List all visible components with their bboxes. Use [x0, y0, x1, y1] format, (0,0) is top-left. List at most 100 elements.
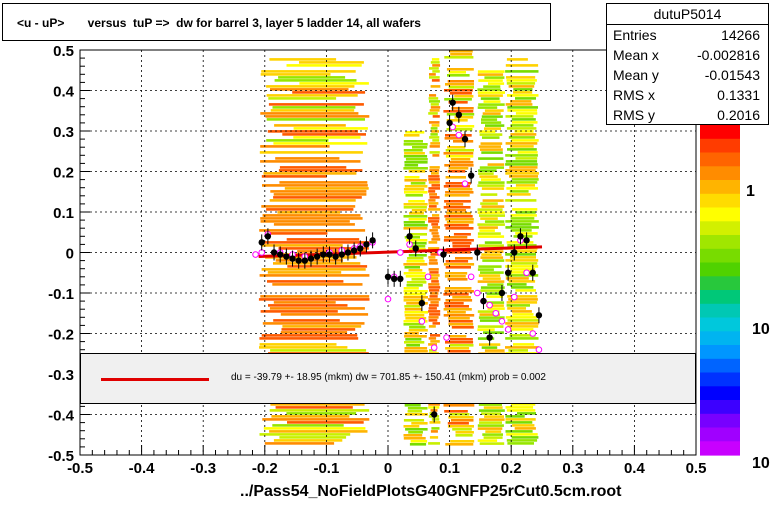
heat-stripe — [279, 436, 347, 439]
x-tick-label: -0.5 — [67, 460, 93, 477]
heat-stripe — [273, 142, 368, 145]
heat-stripe — [429, 271, 439, 274]
heat-stripe — [477, 439, 498, 442]
heat-stripe — [517, 151, 538, 154]
heat-stripe — [404, 341, 425, 344]
color-scale-step — [700, 180, 740, 195]
heat-stripe — [263, 427, 366, 430]
open-point — [467, 273, 475, 281]
mean-point — [264, 233, 272, 240]
heat-stripe — [429, 436, 439, 439]
heat-stripe — [449, 413, 470, 416]
heat-stripe — [428, 310, 441, 313]
heat-stripe — [477, 337, 495, 340]
color-scale-step — [700, 317, 740, 332]
mean-point — [449, 99, 456, 106]
heat-stripe — [507, 94, 539, 97]
heat-stripe — [477, 424, 504, 427]
heat-stripe — [404, 305, 421, 308]
heat-stripe — [449, 344, 474, 347]
heat-stripe — [505, 265, 539, 268]
heat-stripe — [429, 277, 439, 280]
x-tick-label: 0 — [384, 460, 392, 477]
heat-stripe — [449, 161, 474, 164]
mean-point — [338, 251, 345, 258]
open-point — [529, 330, 537, 337]
heat-stripe — [478, 316, 505, 319]
heat-stripe — [447, 425, 474, 428]
heat-stripe — [486, 304, 504, 307]
heat-stripe — [431, 172, 439, 175]
heat-stripe — [509, 166, 538, 169]
heat-stripe — [282, 133, 366, 136]
heat-stripe — [452, 296, 471, 299]
heat-stripe — [267, 130, 358, 133]
y-tick-label: -0.4 — [48, 408, 75, 425]
heat-stripe — [428, 319, 438, 322]
heat-stripe — [428, 286, 441, 289]
heat-stripe — [428, 175, 440, 178]
heat-stripe — [450, 419, 474, 422]
mean-point — [511, 249, 518, 256]
heat-stripe — [429, 193, 437, 196]
heat-stripe — [407, 257, 424, 260]
heat-stripe — [511, 436, 539, 439]
x-tick-label: 0.3 — [562, 460, 583, 477]
heat-stripe — [477, 211, 505, 214]
heat-stripe — [507, 106, 538, 109]
heat-stripe — [509, 190, 529, 193]
heat-stripe — [507, 148, 537, 151]
heat-stripe — [266, 85, 355, 88]
heat-stripe — [278, 76, 346, 79]
heat-stripe — [428, 208, 441, 211]
heat-stripe — [477, 268, 494, 271]
heat-stripe — [444, 302, 464, 305]
heat-stripe — [479, 133, 503, 136]
heat-stripe — [505, 64, 539, 67]
heat-stripe — [505, 154, 538, 157]
heat-stripe — [445, 266, 471, 269]
heat-stripe — [485, 124, 505, 127]
color-scale-label: 10 — [752, 455, 770, 472]
heat-stripe — [270, 403, 365, 406]
footer-filename: ../Pass54_NoFieldPlotsG40GNFP25rCut0.5cm… — [240, 483, 622, 500]
heat-stripe — [444, 410, 468, 413]
heat-stripe — [477, 280, 505, 283]
heat-stripe — [428, 199, 436, 202]
open-point — [510, 293, 518, 301]
heat-stripe — [480, 271, 504, 274]
heat-stripe — [484, 220, 505, 223]
heat-stripe — [404, 152, 425, 155]
stats-row: Entries 14266 — [607, 25, 768, 45]
heat-stripe — [429, 73, 436, 76]
heat-stripe — [488, 82, 505, 85]
heat-stripe — [505, 430, 533, 433]
heat-stripe — [428, 205, 437, 208]
heat-stripe — [284, 187, 369, 190]
mean-point — [504, 269, 512, 276]
heat-stripe — [411, 209, 427, 212]
heat-stripe — [445, 149, 474, 152]
heat-stripe — [479, 418, 505, 421]
heat-stripe — [506, 127, 537, 130]
heat-stripe — [477, 310, 500, 313]
heat-stripe — [269, 409, 370, 412]
heat-stripe — [444, 89, 473, 92]
heat-stripe — [505, 70, 539, 73]
open-point — [455, 131, 463, 139]
heat-stripe — [429, 145, 440, 148]
heat-stripe — [445, 176, 466, 179]
heat-stripe — [264, 241, 370, 244]
heat-stripe — [478, 157, 504, 160]
heat-stripe — [508, 136, 535, 139]
heat-stripe — [506, 187, 538, 190]
heat-stripe — [507, 244, 537, 247]
heat-stripe — [484, 250, 504, 253]
heat-stripe — [277, 211, 341, 214]
heat-stripe — [481, 118, 498, 121]
heat-stripe — [448, 101, 468, 104]
heat-stripe — [429, 166, 440, 169]
heat-stripe — [477, 223, 505, 226]
open-point — [443, 334, 450, 341]
color-scale-step — [700, 400, 740, 415]
